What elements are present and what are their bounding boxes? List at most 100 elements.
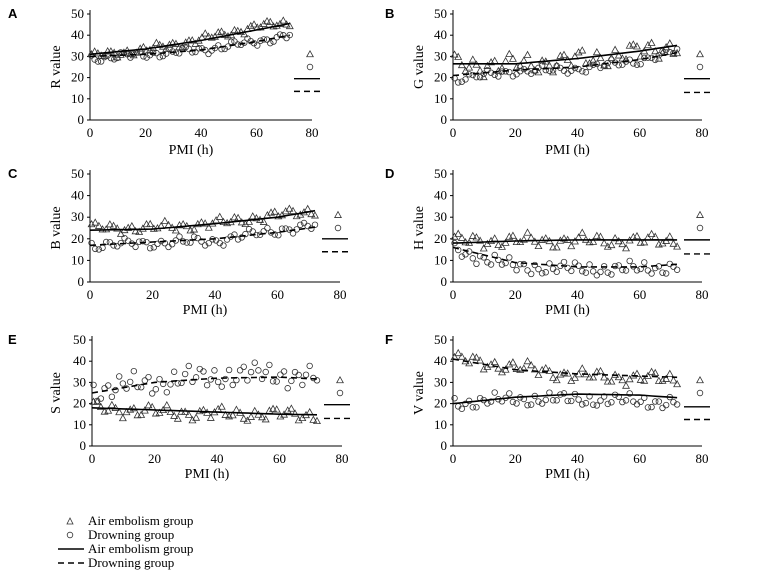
chart-panel-a: A 0 10 20 30 40 50 0 20 40 60 80 PMI (h) R value [8,6,320,158]
triangle-point [651,46,660,55]
circle-point [241,39,248,46]
circle-point [630,398,637,405]
circle-point [126,378,134,386]
circle-point [549,265,557,273]
circle-point [673,401,681,408]
triangle-point [607,240,616,249]
circle-point [487,261,495,268]
triangle-point [309,415,318,423]
triangle-point [476,236,485,244]
circle-point [240,363,247,371]
panel-letter: C [8,166,18,181]
circle-point [495,256,502,264]
triangle-point [211,32,219,40]
air-embolism-trend-line [452,393,678,405]
triangle-point [600,239,609,247]
triangle-point [596,53,605,61]
circle-point [156,375,163,383]
triangle-point [622,381,631,389]
circle-point [149,49,157,56]
circle-point [517,68,524,75]
circle-point [527,270,535,278]
triangle-point [479,365,488,373]
circle-point [189,49,196,56]
triangle-point [534,370,543,378]
circle-point [648,54,655,62]
triangle-point [276,412,285,420]
triangle-point [629,40,638,48]
circle-point [593,402,601,409]
triangle-point [625,374,634,383]
x-tick-label: 40 [571,125,584,140]
x-tick-label: 60 [633,125,646,140]
circle-point [234,236,242,243]
x-tick-label: 20 [509,287,522,302]
triangle-point [188,416,197,424]
triangle-point [454,52,463,60]
y-tick-label: 30 [434,48,447,63]
circle-point [238,234,245,241]
circle-point [644,404,652,411]
x-tick-label: 60 [633,287,646,302]
triangle-point [217,402,226,410]
circle-point [476,74,484,81]
summary-circle-point [696,389,704,397]
triangle-point [261,415,270,423]
triangle-point [289,206,297,214]
triangle-point [647,367,656,375]
circle-point [473,404,480,411]
triangle-point [206,413,215,421]
y-tick-label: 40 [434,188,447,203]
circle-point [469,255,476,262]
triangle-point [505,49,514,58]
triangle-point [279,16,288,24]
circle-point [97,58,105,65]
x-tick-label: 40 [571,451,584,466]
circle-point [582,399,590,407]
triangle-point [640,376,649,384]
x-axis-title: PMI (h) [169,143,214,158]
triangle-point [126,49,135,58]
triangle-point [589,56,598,64]
chart-panel-e: E 0 10 20 30 40 50 0 20 40 60 80 PMI (h) S value [8,332,350,482]
x-tick-label: 80 [336,451,349,466]
circle-point [579,267,586,275]
y-tick-label: 40 [434,27,447,42]
circle-point [110,56,118,63]
circle-point [143,54,150,61]
triangle-point [483,61,492,69]
circle-point [659,269,666,276]
triangle-point [479,72,488,81]
circle-point [284,385,291,392]
circle-point [190,233,198,240]
summary-circle-point [334,224,342,232]
y-tick-label: 10 [434,91,447,106]
triangle-point [166,407,175,416]
triangle-point [468,231,477,239]
triangle-point [243,416,252,424]
triangle-point [665,369,674,377]
circle-point [579,401,586,408]
summary-triangle-point [336,375,344,384]
triangle-point [269,404,278,412]
drowning-trend-line [89,226,316,247]
triangle-point [647,38,656,46]
circle-point [195,45,202,52]
triangle-point [256,23,265,31]
circle-point [256,231,264,238]
circle-point [524,401,531,409]
triangle-point [137,410,146,418]
circle-point [207,376,214,383]
x-tick-label: 40 [195,125,208,140]
triangle-point [311,211,319,219]
y-tick-label: 0 [441,112,448,127]
circle-point [546,67,553,74]
legend-triangle-icon [66,517,74,525]
circle-point [152,386,160,393]
triangle-point [178,42,187,51]
circle-point [156,53,163,61]
circle-point [575,396,582,403]
triangle-point [160,216,169,225]
triangle-point [618,239,627,248]
